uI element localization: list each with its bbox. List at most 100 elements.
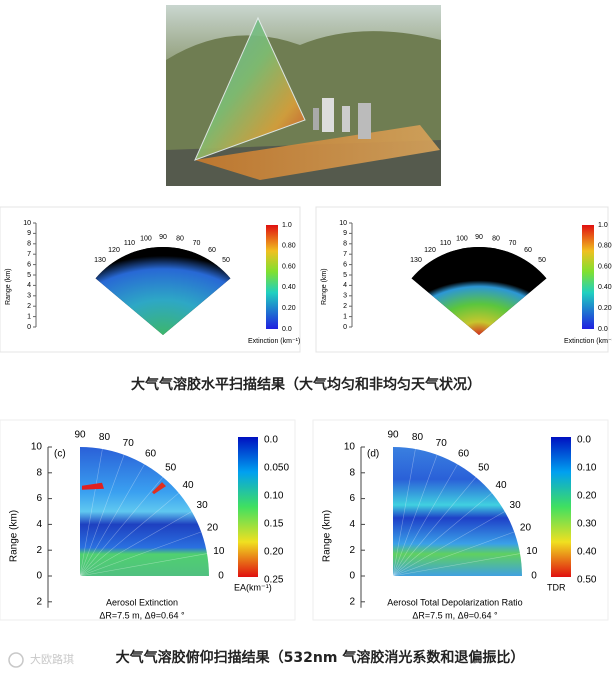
panel-title: Aerosol Extinction: [106, 597, 178, 607]
y-tick-label: 3: [27, 293, 31, 300]
colorbar-tick-label: 0.10: [577, 463, 597, 474]
y-tick-label: 9: [343, 230, 347, 237]
colorbar-tick-label: 0.20: [282, 305, 296, 312]
angle-label: 30: [197, 500, 209, 511]
angle-label: 130: [410, 257, 422, 264]
colorbar-tick-label: 0.0: [264, 435, 278, 446]
y-tick-label: 8: [27, 241, 31, 248]
angle-label: 70: [123, 438, 135, 449]
angle-label: 110: [440, 240, 451, 247]
angle-label: 50: [222, 257, 230, 264]
y-tick-label: 7: [343, 251, 347, 258]
angle-label: 60: [145, 449, 157, 460]
panel-title: Aerosol Total Depolarization Ratio: [387, 597, 522, 607]
angle-label: 70: [193, 240, 201, 247]
radial-line: [392, 511, 505, 577]
y-tick-label: 0: [36, 571, 42, 582]
colorbar-tick-label: 0.40: [577, 547, 597, 558]
y-tick-label: 0: [27, 324, 31, 331]
angle-label: 20: [520, 522, 532, 533]
radial-line: [392, 492, 493, 577]
radial-line: [392, 454, 438, 577]
angle-label: 40: [182, 480, 194, 491]
colorbar-tick-label: 1.0: [282, 222, 292, 229]
angle-label: 80: [99, 432, 111, 443]
colorbar-tick-label: 0.25: [264, 575, 284, 586]
colorbar-tick-label: 0.20: [598, 305, 612, 312]
angle-label: 50: [165, 463, 177, 474]
scan-data: [80, 447, 209, 576]
colorbar-tick-label: 0.60: [598, 263, 612, 270]
y-tick-label: 4: [36, 519, 42, 530]
y-axis-label: Range (km): [321, 268, 328, 305]
angle-label: 0: [218, 571, 224, 582]
angle-label: 30: [510, 500, 522, 511]
y-axis-label: Range (km): [9, 510, 20, 562]
angle-label: 80: [492, 235, 500, 242]
colorbar-tick-label: 0.80: [598, 243, 612, 250]
y-tick-label: 10: [31, 442, 43, 453]
y-tick-label: 10: [344, 442, 356, 453]
radial-line: [79, 454, 125, 577]
angle-label: 90: [387, 430, 399, 441]
panel-tag: (d): [367, 449, 379, 460]
angle-label: 50: [538, 257, 546, 264]
panel-tag: (c): [54, 449, 66, 460]
colorbar-tick-label: 0.10: [264, 491, 284, 502]
colorbar-tick-label: 0.050: [264, 463, 289, 474]
angle-label: 70: [509, 240, 517, 247]
y-tick-label: 3: [343, 293, 347, 300]
watermark-icon: [8, 652, 24, 668]
angle-label: 60: [458, 449, 470, 460]
y-tick-label: 0: [343, 324, 347, 331]
y-tick-label: 6: [27, 261, 31, 268]
y-tick-label: 1: [343, 313, 347, 320]
y-tick-label: 6: [36, 493, 42, 504]
colorbar-label: Extinction (km⁻¹): [564, 338, 612, 345]
watermark: 大欧路琪: [30, 652, 74, 666]
radial-line: [79, 511, 192, 577]
colorbar-tick-label: 0.60: [282, 263, 296, 270]
colorbar-tick-label: 0.30: [577, 519, 597, 530]
photo: [166, 5, 441, 186]
angle-label: 90: [74, 430, 86, 441]
colorbar: [582, 225, 594, 329]
colorbar-tick-label: 0.0: [598, 326, 608, 333]
y-tick-label: 1: [27, 313, 31, 320]
angle-label: 130: [94, 257, 106, 264]
radial-line: [392, 476, 477, 577]
colorbar: [551, 437, 571, 577]
y-tick-label: 2: [349, 596, 355, 607]
angle-label: 80: [412, 432, 424, 443]
angle-label: 70: [436, 438, 448, 449]
angle-label: 100: [140, 235, 152, 242]
y-tick-label: 8: [36, 467, 42, 478]
angle-label: 60: [524, 247, 532, 254]
radial-line: [392, 464, 458, 577]
radial-line: [392, 531, 515, 577]
colorbar-label: TDR: [547, 582, 566, 592]
angle-label: 50: [478, 463, 490, 474]
angle-label: 10: [526, 546, 538, 557]
y-tick-label: 4: [27, 282, 31, 289]
hotspot: [82, 482, 104, 490]
colorbar: [238, 437, 258, 577]
caption: 大气气溶胶水平扫描结果（大气均匀和非均匀天气状况）: [131, 376, 481, 393]
colorbar-tick-label: 0.0: [282, 326, 292, 333]
angle-label: 40: [495, 480, 507, 491]
scan-data: [393, 447, 522, 576]
colorbar-label: EA(km⁻¹): [234, 582, 272, 592]
y-axis-label: Range (km): [322, 510, 333, 562]
radial-line: [392, 553, 521, 577]
hotspot: [152, 482, 166, 495]
angle-label: 80: [176, 235, 184, 242]
y-tick-label: 4: [343, 282, 347, 289]
y-tick-label: 2: [36, 545, 42, 556]
colorbar-tick-label: 0.40: [282, 284, 296, 291]
colorbar: [266, 225, 278, 329]
colorbar-label: Extinction (km⁻¹): [248, 338, 300, 345]
y-tick-label: 10: [23, 220, 31, 227]
